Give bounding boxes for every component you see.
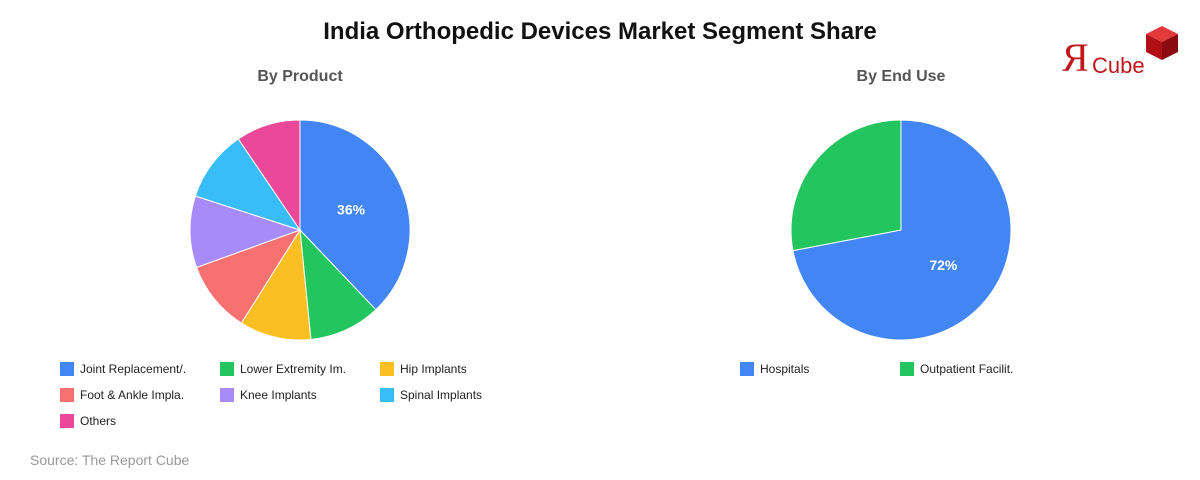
legend-label: Joint Replacement/. [80, 362, 187, 376]
legend-swatch [60, 414, 74, 428]
legend-swatch [380, 388, 394, 402]
pie-slice-0-4 [189, 195, 302, 269]
legend-item: Joint Replacement/. [60, 362, 186, 376]
legend-swatch [60, 388, 74, 402]
pie-slice-1-1 [790, 119, 902, 252]
legend-item: Foot & Ankle Impla. [60, 388, 184, 402]
product-pie-chart: 36% [189, 119, 411, 341]
data-label-1-0: 72% [929, 257, 958, 273]
legend-item: Lower Extremity Im. [220, 362, 346, 376]
legend-item: Knee Implants [220, 388, 317, 402]
pie-slice-1-0 [792, 119, 1012, 341]
legend-swatch [900, 362, 914, 376]
legend-label: Lower Extremity Im. [240, 362, 347, 376]
legend-label: Outpatient Facilit. [920, 362, 1014, 376]
pie-slice-0-0 [299, 119, 411, 311]
legend-label: Spinal Implants [400, 388, 483, 402]
legend-swatch [380, 362, 394, 376]
pie-slice-0-6 [237, 119, 301, 232]
data-label-0-0: 36% [337, 202, 366, 218]
legend-label: Knee Implants [240, 388, 317, 402]
cube-icon [1146, 26, 1178, 60]
legend-item: Hospitals [740, 362, 809, 376]
source-note: Source: The Report Cube [30, 452, 190, 468]
pie-slice-0-1 [299, 228, 377, 341]
end-use-pie-chart: 72% [790, 119, 1012, 341]
legend-label: Hip Implants [400, 362, 467, 376]
legend-item: Spinal Implants [380, 388, 482, 402]
pie-slice-0-3 [195, 229, 302, 324]
legend-item: Outpatient Facilit. [900, 362, 1013, 376]
legend-label: Foot & Ankle Impla. [80, 388, 185, 402]
legend-swatch [220, 362, 234, 376]
pie-slice-0-5 [194, 138, 302, 231]
legend-item: Hip Implants [380, 362, 467, 376]
end-use-pie-title: By End Use [856, 68, 946, 85]
chart-title: India Orthopedic Devices Market Segment … [323, 18, 877, 45]
report-cube-logo: Я Cube [1060, 24, 1185, 84]
product-pie-title: By Product [257, 68, 343, 85]
logo-mark: Я [1062, 35, 1089, 80]
legend-swatch [740, 362, 754, 376]
legend-item: Others [60, 414, 116, 428]
legend-swatch [220, 388, 234, 402]
legend-swatch [60, 362, 74, 376]
legend-label: Hospitals [760, 362, 810, 376]
pie-slice-0-2 [240, 228, 312, 341]
logo-text: Cube [1092, 53, 1145, 78]
legend-label: Others [80, 414, 117, 428]
